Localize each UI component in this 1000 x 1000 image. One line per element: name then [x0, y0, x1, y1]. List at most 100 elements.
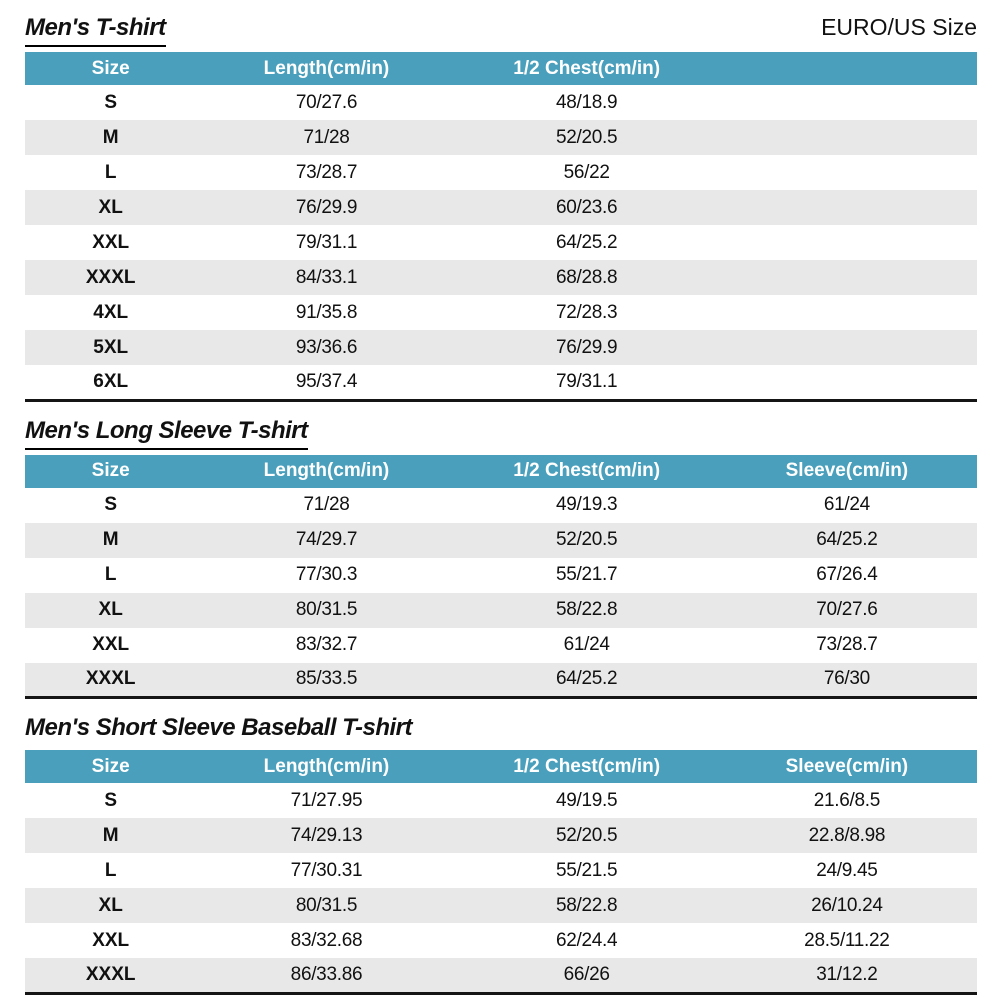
title-row: Men's T-shirt EURO/US Size — [25, 12, 977, 47]
column-header: Length(cm/in) — [196, 52, 457, 85]
measurement-cell: 86/33.86 — [290, 963, 363, 985]
size-table-mens-short-sleeve-baseball-tshirt: Size Length(cm/in) 1/2 Chest(cm/in) Sleeve(… — [25, 750, 977, 995]
measurement-cell: 58/22.8 — [556, 894, 618, 916]
table-row: M 71/28 52/20.5 — [25, 120, 977, 155]
column-header: 1/2 Chest(cm/in) — [456, 750, 717, 783]
size-cell: XL — [98, 599, 123, 620]
size-table-mens-long-sleeve-tshirt: Size Length(cm/in) 1/2 Chest(cm/in) Sleeve(… — [25, 454, 977, 699]
measurement-cell: 49/19.5 — [556, 789, 618, 811]
table-row: L 77/30.3 55/21.7 67/26.4 — [25, 558, 977, 593]
measurement-cell: 77/30.31 — [290, 859, 363, 881]
table-row: XXXL 85/33.5 64/25.2 76/30 — [25, 662, 977, 698]
size-cell: 6XL — [93, 370, 129, 392]
measurement-cell: 26/10.24 — [811, 894, 883, 916]
header-row: Size Length(cm/in) 1/2 Chest(cm/in) Sleeve(… — [25, 454, 977, 488]
size-cell: XXL — [92, 929, 130, 951]
measurement-cell: 76/29.9 — [556, 336, 618, 358]
size-standard-label: EURO/US Size — [821, 14, 977, 40]
table-row: S 71/27.95 49/19.5 21.6/8.5 — [25, 783, 977, 818]
measurement-cell: 85/33.5 — [295, 668, 358, 690]
size-cell: S — [104, 789, 118, 811]
measurement-cell: 52/20.5 — [556, 126, 618, 148]
table-row: L 73/28.7 56/22 — [25, 155, 977, 190]
size-cell: M — [102, 126, 119, 148]
measurement-cell: 60/23.6 — [556, 196, 618, 218]
size-table-mens-tshirt: Size Length(cm/in) 1/2 Chest(cm/in) S 70/27… — [25, 52, 977, 402]
section-mens-long-sleeve-tshirt: Men's Long Sleeve T-shirt Size Length(cm/… — [25, 416, 977, 699]
measurement-cell: 71/28 — [303, 494, 350, 515]
measurement-cell: 31/12.2 — [816, 963, 878, 985]
table-title-mens-tshirt: Men's T-shirt — [25, 13, 166, 47]
size-cell: XXXL — [85, 266, 136, 288]
column-header: Size — [25, 52, 197, 85]
column-header: Size — [25, 750, 197, 783]
size-cell: XXL — [92, 231, 130, 253]
table-row: M 74/29.7 52/20.5 64/25.2 — [25, 522, 977, 558]
table-row: XXXL 86/33.86 66/26 31/12.2 — [25, 958, 977, 993]
measurement-cell: 71/28 — [303, 126, 350, 148]
measurement-cell: 70/27.6 — [295, 91, 358, 113]
measurement-cell — [717, 155, 977, 190]
measurement-cell — [717, 85, 977, 120]
measurement-cell: 80/31.5 — [295, 599, 358, 620]
measurement-cell: 61/24 — [563, 634, 610, 655]
size-cell: XXXL — [85, 963, 136, 985]
column-header: Sleeve(cm/in) — [716, 454, 977, 488]
column-header-empty — [716, 52, 977, 85]
measurement-cell: 64/25.2 — [556, 231, 618, 253]
size-cell: M — [102, 529, 119, 550]
table-row: 5XL 93/36.6 76/29.9 — [25, 330, 977, 365]
measurement-cell: 64/25.2 — [816, 529, 878, 550]
measurement-cell: 73/28.7 — [816, 634, 878, 655]
measurement-cell: 72/28.3 — [556, 301, 618, 323]
size-cell: L — [104, 859, 117, 881]
measurement-cell: 77/30.3 — [295, 564, 358, 585]
measurement-cell: 73/28.7 — [295, 161, 358, 183]
measurement-cell: 48/18.9 — [556, 91, 618, 113]
measurement-cell: 22.8/8.98 — [808, 824, 886, 846]
measurement-cell: 74/29.7 — [295, 529, 358, 550]
measurement-cell — [717, 295, 977, 330]
header-row: Size Length(cm/in) 1/2 Chest(cm/in) — [25, 52, 977, 85]
column-header: 1/2 Chest(cm/in) — [456, 454, 717, 488]
size-cell: L — [104, 564, 117, 585]
column-header: 1/2 Chest(cm/in) — [456, 52, 717, 85]
measurement-cell — [717, 120, 977, 155]
measurement-cell: 95/37.4 — [295, 370, 358, 392]
column-header: Sleeve(cm/in) — [716, 750, 977, 783]
measurement-cell: 79/31.1 — [295, 231, 358, 253]
measurement-cell: 84/33.1 — [295, 266, 358, 288]
table-row: XXL 79/31.1 64/25.2 — [25, 225, 977, 260]
size-cell: 5XL — [93, 336, 129, 358]
measurement-cell: 64/25.2 — [556, 668, 618, 690]
size-cell: 4XL — [93, 301, 129, 323]
measurement-cell: 55/21.5 — [556, 859, 618, 881]
table-row: XL 80/31.5 58/22.8 70/27.6 — [25, 592, 977, 628]
table-row: XL 76/29.9 60/23.6 — [25, 190, 977, 225]
size-cell: XXL — [92, 634, 130, 655]
measurement-cell: 93/36.6 — [295, 336, 358, 358]
size-cell: S — [104, 91, 118, 113]
measurement-cell: 83/32.68 — [290, 929, 363, 951]
measurement-cell: 58/22.8 — [556, 599, 618, 620]
measurement-cell: 56/22 — [563, 161, 610, 183]
measurement-cell: 91/35.8 — [295, 301, 358, 323]
measurement-cell: 49/19.3 — [556, 494, 618, 515]
table-row: 4XL 91/35.8 72/28.3 — [25, 295, 977, 330]
measurement-cell: 66/26 — [563, 963, 610, 985]
table-row: XXXL 84/33.1 68/28.8 — [25, 260, 977, 295]
section-mens-tshirt: Men's T-shirt EURO/US Size Size Length(cm… — [25, 12, 977, 402]
table-title-mens-long-sleeve-tshirt: Men's Long Sleeve T-shirt — [25, 416, 308, 450]
measurement-cell: 52/20.5 — [556, 824, 618, 846]
table-row: XXL 83/32.68 62/24.4 28.5/11.22 — [25, 923, 977, 958]
measurement-cell: 71/27.95 — [290, 789, 363, 811]
size-cell: XL — [98, 196, 123, 218]
header-row: Size Length(cm/in) 1/2 Chest(cm/in) Sleeve(… — [25, 750, 977, 783]
column-header: Length(cm/in) — [196, 750, 457, 783]
size-cell: M — [102, 824, 119, 846]
table-row: 6XL 95/37.4 79/31.1 — [25, 365, 977, 400]
size-cell: XXXL — [85, 668, 136, 690]
measurement-cell: 83/32.7 — [295, 634, 358, 655]
measurement-cell: 76/30 — [823, 668, 870, 690]
measurement-cell: 61/24 — [823, 494, 870, 515]
